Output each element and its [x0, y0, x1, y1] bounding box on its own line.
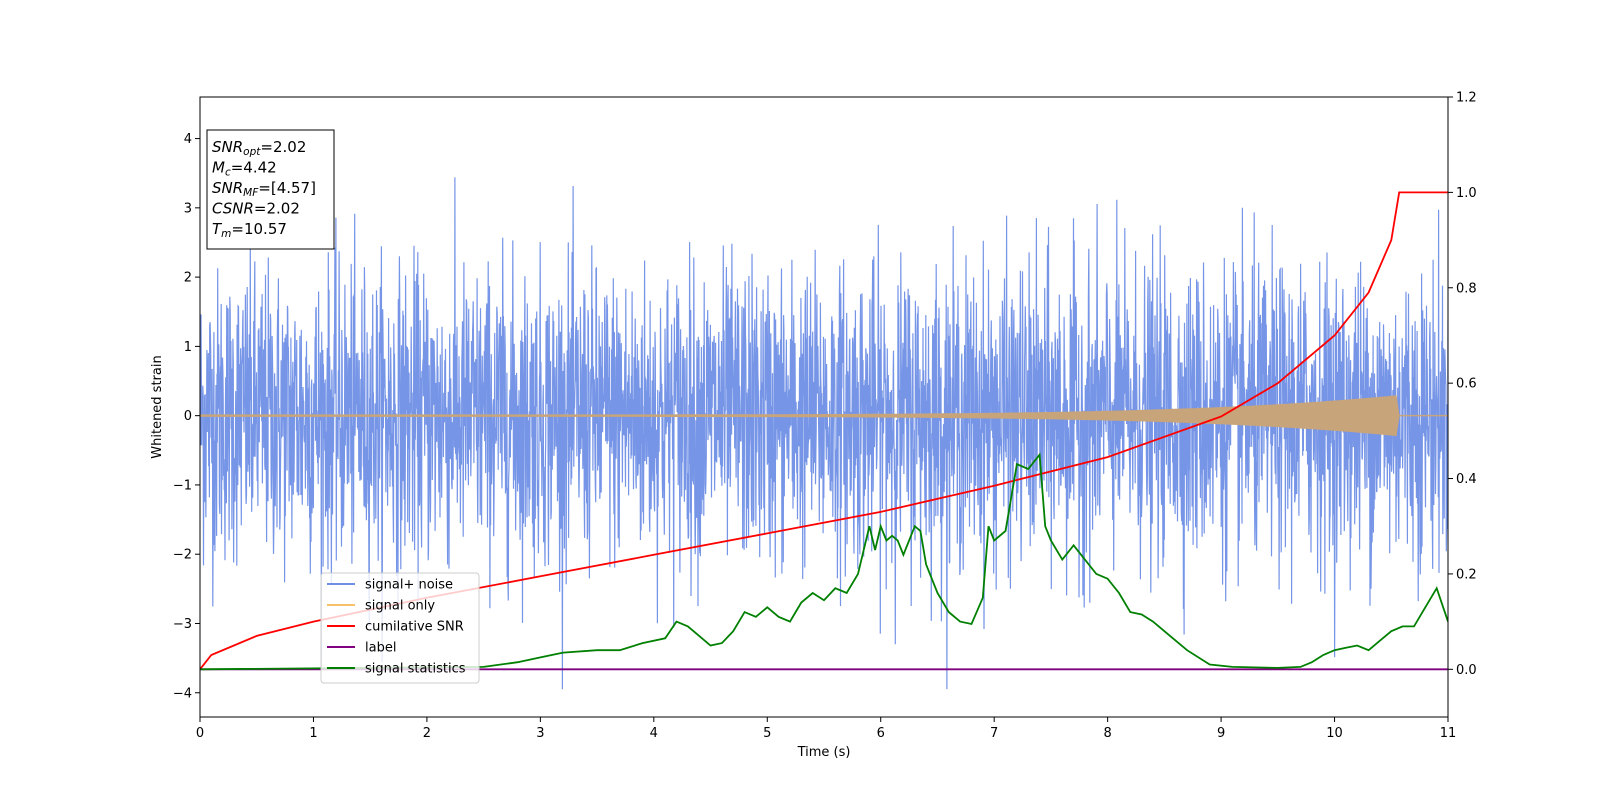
- y-tick-label-left: 1: [184, 340, 192, 355]
- y-tick-label-left: −3: [173, 617, 192, 632]
- y-tick-label-right: 1.2: [1456, 91, 1477, 106]
- y-tick-label-left: −1: [173, 478, 192, 493]
- y-tick-label-right: 0.6: [1456, 377, 1477, 392]
- series-signal-statistics: [200, 452, 1448, 671]
- legend-cumulative-snr-label: cumilative SNR: [365, 620, 464, 635]
- y-tick-label-left: −4: [173, 686, 192, 701]
- y-tick-label-right: 0.0: [1456, 663, 1477, 678]
- legend-signal-only-label: signal only: [365, 599, 435, 614]
- x-tick-label: 5: [763, 726, 771, 741]
- x-tick-label: 1: [309, 726, 317, 741]
- series-cumulative-snr: [200, 191, 1448, 670]
- series-signal-noise: [200, 177, 1448, 690]
- x-tick-label: 4: [650, 726, 658, 741]
- y-tick-label-left: 3: [184, 201, 192, 216]
- legend-frame: [320, 572, 480, 684]
- legend-signal-statistics-label: signal statistics: [365, 662, 466, 677]
- stats-annotation-line: CSNR=2.02: [212, 200, 300, 218]
- y-tick-label-left: 0: [184, 409, 192, 424]
- legend: signal+ noise signal only cumilative SNR la…: [320, 572, 480, 684]
- x-tick-label: 9: [1217, 726, 1225, 741]
- y-axis-label: Whitened strain: [150, 355, 165, 458]
- stats-annotation-line: Tm=10.57: [212, 220, 287, 240]
- y-tick-label-right: 0.8: [1456, 281, 1477, 296]
- plot-frame: [199, 96, 1449, 718]
- x-tick-label: 8: [1103, 726, 1111, 741]
- x-tick-label: 2: [423, 726, 431, 741]
- x-axis-label: Time (s): [797, 745, 851, 760]
- y-tick-label-left: 2: [184, 271, 192, 286]
- y-tick-label-right: 0.2: [1456, 567, 1477, 582]
- y-tick-label-left: −2: [173, 548, 192, 563]
- x-tick-label: 6: [877, 726, 885, 741]
- legend-label-label: label: [365, 641, 396, 656]
- legend-signal-noise-label: signal+ noise: [365, 578, 453, 593]
- y-tick-label-left: 4: [184, 132, 192, 147]
- stats-annotation-line: SNRopt=2.02: [212, 138, 306, 158]
- x-tick-label: 10: [1326, 726, 1343, 741]
- plot-area: [200, 177, 1448, 690]
- x-tick-label: 7: [990, 726, 998, 741]
- x-tick-label: 0: [196, 726, 204, 741]
- axes: 0 1 2 3 4 5 6 7 8 9 10 11 −4 −3 −2 −1 0 1 2 3 4 0.0 0.2 0.4 0.6 0…: [173, 91, 1477, 742]
- stats-annotation-line: Mc=4.42: [212, 159, 277, 179]
- stats-annotation-frame: [206, 129, 335, 250]
- x-tick-label: 3: [536, 726, 544, 741]
- stats-annotation-line: SNRMF=[4.57]: [212, 179, 316, 199]
- x-tick-label: 11: [1440, 726, 1457, 741]
- y-tick-label-right: 0.4: [1456, 472, 1477, 487]
- y-tick-label-right: 1.0: [1456, 186, 1477, 201]
